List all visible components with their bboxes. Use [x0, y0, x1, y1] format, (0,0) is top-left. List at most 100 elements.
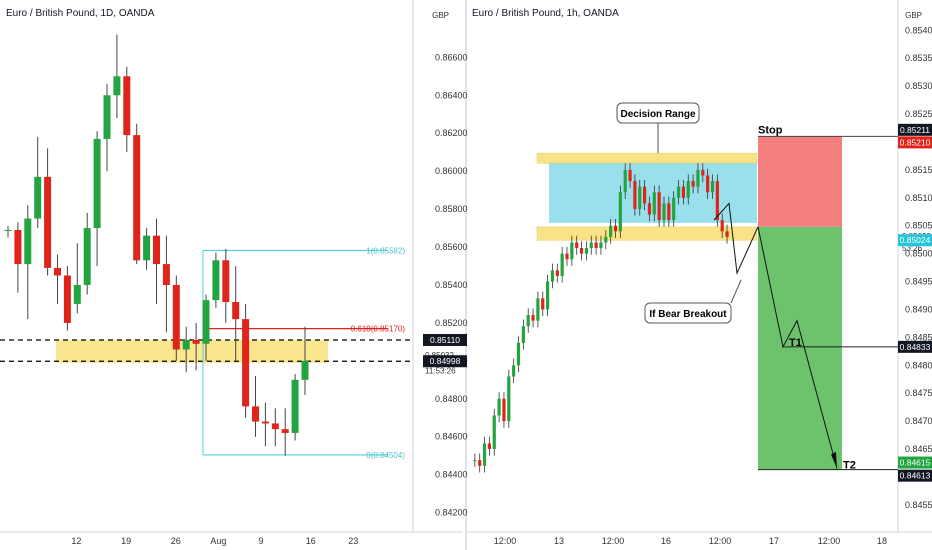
candle-body: [604, 236, 608, 243]
candle-body: [271, 423, 279, 430]
candle-body: [623, 169, 627, 193]
y-tick-label: 0.84800: [435, 394, 468, 404]
candle-body: [676, 186, 681, 198]
x-tick-label: 19: [121, 536, 131, 546]
price-badge-bg: [898, 123, 932, 136]
candle-body: [628, 169, 632, 182]
candle-body: [560, 253, 564, 276]
candle-body: [497, 398, 501, 416]
candle-body: [720, 220, 724, 232]
candle-body: [14, 229, 22, 265]
fib-label: 0.618(0.85170): [351, 325, 406, 334]
candle-body: [565, 253, 569, 260]
candle-body: [516, 342, 521, 366]
x-tick-label: 12: [71, 536, 81, 546]
candle-body: [681, 186, 685, 198]
price-badge: 0.84615: [900, 458, 931, 468]
price-text: 11:53:26: [425, 366, 456, 375]
x-tick-label: 26: [171, 536, 181, 546]
price-badge-bg: [898, 136, 932, 149]
price-badge: 0.85110: [430, 335, 460, 345]
stop-box: [758, 136, 842, 227]
candle-body: [172, 284, 180, 350]
price-badge-bg: [898, 456, 932, 469]
candle-body: [531, 315, 535, 321]
candle-body: [113, 76, 121, 96]
x-tick-label: Aug: [210, 536, 226, 546]
candle-body: [725, 231, 729, 237]
y-tick-label: 0.84550: [905, 500, 932, 510]
candle-body: [133, 135, 141, 261]
candle-body: [4, 229, 12, 231]
y-tick-label: 0.84600: [435, 432, 468, 442]
candle-body: [696, 169, 700, 187]
candle-body: [222, 260, 230, 303]
price-badge: 0.84613: [900, 471, 931, 481]
price-text: 53:26: [902, 244, 923, 253]
x-tick-label: 12:00: [818, 536, 841, 546]
bear-pointer: [730, 279, 742, 304]
candle-body: [667, 203, 671, 221]
decision-range-label: Decision Range: [620, 109, 695, 120]
candle-body: [570, 242, 574, 260]
candle-body: [555, 270, 559, 276]
candle-body: [93, 138, 101, 229]
candle-body: [521, 326, 525, 343]
candle-body: [589, 242, 593, 249]
candle-body: [153, 235, 160, 265]
candle-body: [647, 203, 652, 215]
candle-body: [103, 95, 111, 139]
currency-label: GBP: [905, 11, 922, 20]
y-tick-label: 0.84200: [435, 508, 468, 518]
candle-body: [63, 275, 71, 323]
x-tick-label: 17: [769, 536, 779, 546]
price-badge-bg: [898, 234, 932, 247]
candle-body: [599, 242, 603, 249]
candle-body: [643, 186, 647, 204]
candle-body: [162, 264, 170, 285]
candle-body: [613, 225, 618, 232]
candle-body: [536, 298, 540, 321]
candle-body: [710, 181, 715, 193]
candle-body: [652, 192, 656, 215]
y-tick-label: 0.86200: [435, 128, 468, 138]
candle-body: [232, 302, 240, 320]
target-box: [758, 226, 842, 470]
candle-body: [83, 228, 91, 285]
stop-label: Stop: [758, 124, 783, 136]
price-badge: 0.84998: [430, 356, 461, 366]
support-zone: [56, 339, 328, 363]
y-tick-label: 0.85400: [435, 280, 468, 290]
price-badge: 0.85024: [900, 235, 931, 245]
candle-body: [507, 376, 511, 422]
x-tick-label: 16: [661, 536, 671, 546]
panel-divider: [465, 0, 467, 550]
candle-body: [701, 169, 705, 176]
candle-body: [609, 225, 613, 237]
candle-body: [686, 181, 690, 198]
candle-body: [638, 186, 642, 209]
candle-body: [242, 319, 250, 407]
x-tick-label: 16: [306, 536, 316, 546]
candle-body: [512, 365, 516, 377]
y-tick-label: 0.84400: [435, 470, 468, 480]
chart-right-title: Euro / British Pound, 1h, OANDA: [472, 8, 619, 19]
candle-body: [123, 76, 131, 136]
candle-body: [182, 339, 190, 350]
candle-body: [492, 415, 496, 450]
candle-body: [202, 300, 210, 344]
candle-body: [482, 443, 487, 466]
x-tick-label: 18: [877, 536, 887, 546]
chart-left-title: Euro / British Pound, 1D, OANDA: [6, 8, 155, 19]
candle-body: [662, 203, 666, 221]
candle-body: [291, 379, 299, 433]
